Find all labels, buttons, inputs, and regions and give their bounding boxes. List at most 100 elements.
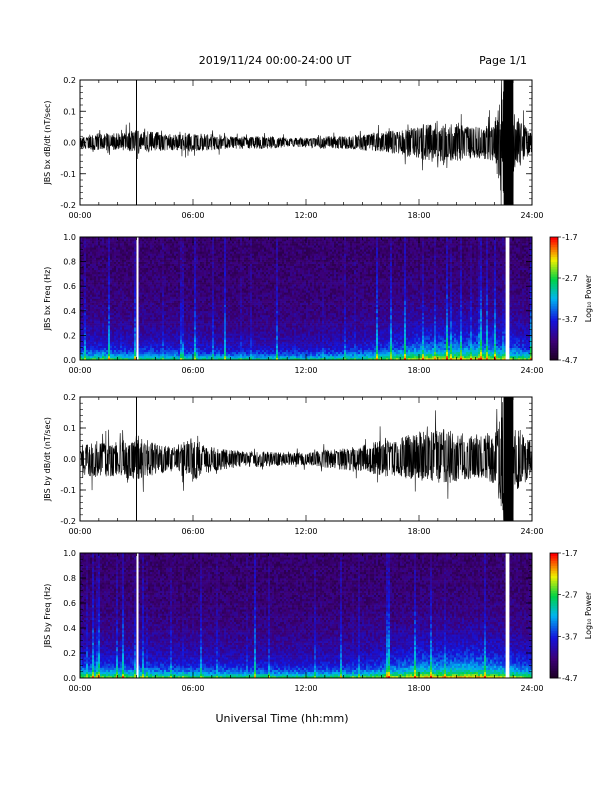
spectrogram-cell — [184, 321, 186, 323]
spectrogram-cell — [102, 290, 104, 292]
spectrogram-cell — [240, 294, 242, 296]
spectrogram-cell — [152, 303, 154, 305]
spectrogram-cell — [172, 307, 174, 309]
spectrogram-cell — [88, 249, 90, 251]
spectrogram-cell — [196, 249, 198, 251]
spectrogram-cell — [108, 292, 110, 294]
spectrogram-cell — [168, 327, 170, 329]
spectrogram-cell — [212, 241, 214, 243]
spectrogram-cell — [116, 319, 118, 321]
spectrogram-cell — [218, 323, 220, 325]
spectrogram-cell — [164, 344, 166, 346]
spectrogram-cell — [228, 278, 230, 280]
spectrogram-cell — [120, 276, 122, 278]
spectrogram-cell — [232, 288, 234, 290]
spectrogram-cell — [148, 331, 150, 333]
spectrogram-cell — [148, 268, 150, 270]
spectrogram-cell — [128, 317, 130, 319]
spectrogram-cell — [106, 294, 108, 296]
spectrogram-cell — [222, 342, 224, 344]
spectrogram-cell — [176, 243, 178, 245]
spectrogram-cell — [220, 333, 222, 335]
spectrogram-cell — [236, 350, 238, 352]
spectrogram-cell — [218, 280, 220, 282]
spectrogram-cell — [216, 276, 218, 278]
spectrogram-cell — [84, 253, 86, 255]
spectrogram-cell — [156, 309, 158, 311]
spectrogram-cell — [88, 301, 90, 303]
spectrogram-cell — [168, 303, 170, 305]
spectrogram-cell — [124, 280, 126, 282]
spectrogram-cell — [98, 260, 100, 262]
spectrogram-cell — [166, 303, 168, 305]
spectrogram-cell — [104, 342, 106, 344]
spectrogram-cell — [158, 247, 160, 249]
spectrogram-cell — [102, 354, 104, 356]
spectrogram-cell — [104, 337, 106, 339]
spectrogram-cell — [96, 294, 98, 296]
spectrogram-cell — [218, 309, 220, 311]
spectrogram-cell — [90, 329, 92, 331]
spectrogram-cell — [202, 325, 204, 327]
spectrogram-cell — [134, 262, 136, 264]
spectrogram-cell — [226, 340, 228, 342]
spectrogram-cell — [152, 319, 154, 321]
spectrogram-cell — [140, 299, 142, 301]
spectrogram-cell — [216, 321, 218, 323]
spectrogram-cell — [130, 335, 132, 337]
spectrogram-cell — [212, 352, 214, 354]
spectrogram-cell — [122, 292, 124, 294]
spectrogram-cell — [230, 317, 232, 319]
spectrogram-cell — [86, 270, 88, 272]
spectrogram-cell — [146, 305, 148, 307]
spectrogram-cell — [220, 311, 222, 313]
spectrogram-cell — [118, 251, 120, 253]
spectrogram-cell — [130, 337, 132, 339]
spectrogram-cell — [194, 317, 196, 319]
spectrogram-cell — [158, 356, 160, 358]
spectrogram-cell — [142, 301, 144, 303]
spectrogram-cell — [172, 249, 174, 251]
spectrogram-cell — [144, 255, 146, 257]
spectrogram-cell — [126, 241, 128, 243]
spectrogram-cell — [238, 282, 240, 284]
spectrogram-cell — [128, 247, 130, 249]
spectrogram-cell — [200, 239, 202, 241]
spectrogram-cell — [150, 239, 152, 241]
spectrogram-cell — [162, 309, 164, 311]
spectrogram-cell — [194, 260, 196, 262]
spectrogram-cell — [202, 337, 204, 339]
spectrogram-cell — [234, 356, 236, 358]
spectrogram-cell — [122, 329, 124, 331]
spectrogram-cell — [230, 264, 232, 266]
spectrogram-cell — [226, 253, 228, 255]
spectrogram-cell — [112, 356, 114, 358]
spectrogram-cell — [132, 315, 134, 317]
spectrogram-cell — [118, 307, 120, 309]
spectrogram-cell — [148, 243, 150, 245]
spectrogram-cell — [196, 356, 198, 358]
spectrogram-cell — [228, 337, 230, 339]
spectrogram-cell — [200, 327, 202, 329]
spectrogram-cell — [214, 344, 216, 346]
spectrogram-cell — [160, 331, 162, 333]
spectrogram-cell — [92, 241, 94, 243]
spectrogram-cell — [86, 251, 88, 253]
spectrogram-cell — [222, 241, 224, 243]
spectrogram-cell — [184, 346, 186, 348]
spectrogram-cell — [202, 282, 204, 284]
spectrogram-cell — [118, 266, 120, 268]
spectrogram-cell — [184, 352, 186, 354]
spectrogram-cell — [238, 350, 240, 352]
spectrogram-cell — [98, 325, 100, 327]
spectrogram-cell — [174, 264, 176, 266]
spectrogram-cell — [192, 309, 194, 311]
spectrogram-cell — [188, 311, 190, 313]
spectrogram-cell — [150, 329, 152, 331]
spectrogram-cell — [154, 335, 156, 337]
spectrogram-cell — [168, 309, 170, 311]
spectrogram-cell — [204, 270, 206, 272]
spectrogram-cell — [216, 249, 218, 251]
spectrogram-cell — [174, 311, 176, 313]
spectrogram-cell — [160, 311, 162, 313]
